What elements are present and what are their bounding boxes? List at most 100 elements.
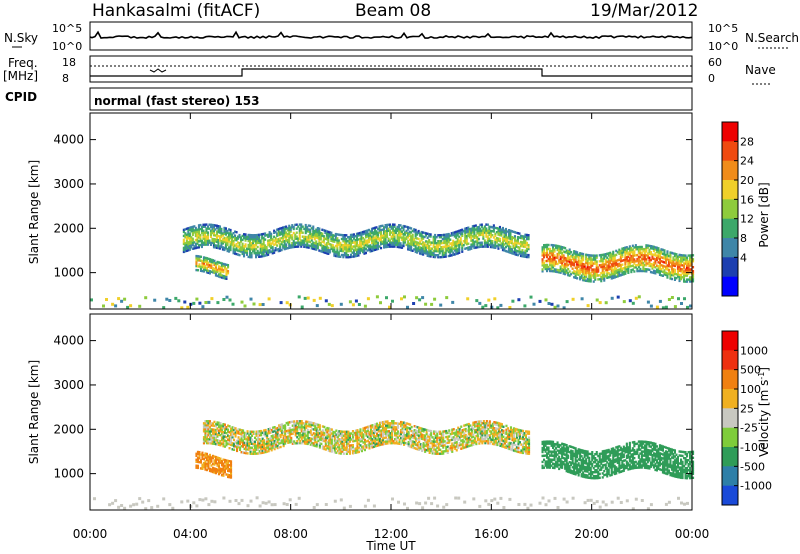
echo-cell (414, 230, 417, 234)
echo-cell (417, 247, 420, 251)
echo-cell (191, 241, 194, 244)
echo-cell (342, 438, 345, 441)
echo-cell (283, 239, 286, 243)
echo-cell (507, 229, 510, 232)
echo-cell (270, 244, 273, 247)
echo-cell (399, 242, 402, 245)
echo-cell (657, 255, 660, 258)
echo-cell (273, 429, 276, 433)
echo-cell (218, 247, 221, 250)
echo-cell (423, 245, 426, 249)
echo-cell (260, 439, 263, 443)
echo-cell (214, 432, 217, 436)
nsky-tick-bottom: 10^0 (52, 40, 82, 53)
echo-cell (379, 437, 382, 441)
echo-cell (601, 273, 604, 276)
echo-cell (628, 247, 631, 250)
echo-cell (213, 438, 216, 441)
echo-cell (275, 441, 278, 444)
echo-cell (342, 255, 345, 259)
echo-cell (564, 250, 567, 254)
echo-cell (270, 441, 273, 444)
echo-cell (386, 440, 389, 443)
echo-cell (550, 257, 553, 261)
echo-cell (422, 231, 425, 234)
echo-cell (428, 437, 431, 440)
echo-cell (250, 242, 253, 245)
echo-cell (240, 435, 243, 438)
echo-cell (458, 436, 461, 439)
echo-cell (318, 229, 321, 232)
echo-cell (455, 433, 458, 436)
echo-cell (686, 305, 689, 309)
echo-cell (111, 302, 115, 306)
echo-cell (208, 428, 211, 431)
echo-cell (475, 430, 478, 434)
echo-cell (380, 228, 383, 232)
echo-cell (207, 300, 211, 304)
echo-cell (283, 247, 286, 251)
echo-cell (305, 426, 308, 429)
echo-cell (267, 449, 270, 453)
echo-cell (672, 270, 675, 273)
echo-cell (290, 438, 293, 442)
echo-cell (389, 239, 392, 242)
echo-cell (333, 451, 336, 454)
echo-cell (243, 249, 246, 252)
echo-cell (672, 268, 675, 271)
echo-cell (240, 300, 244, 304)
echo-cell (385, 420, 388, 423)
echo-cell (214, 224, 217, 227)
echo-cell (348, 235, 351, 239)
echo-cell (276, 240, 279, 243)
echo-cell (292, 243, 295, 247)
echo-cell (193, 245, 196, 248)
echo-cell (481, 436, 484, 439)
echo-cell (436, 442, 439, 445)
echo-cell (582, 254, 585, 258)
echo-cell (193, 241, 196, 244)
echo-cell (492, 236, 495, 239)
echo-cell (666, 272, 669, 275)
nsearch-tick-bottom: 10^0 (708, 40, 738, 53)
echo-cell (444, 255, 447, 258)
echo-cell (182, 250, 185, 254)
echo-cell (290, 430, 293, 434)
echo-cell (479, 430, 482, 433)
echo-cell (686, 274, 689, 277)
echo-cell (283, 235, 286, 239)
echo-cell (651, 257, 654, 260)
echo-cell (243, 304, 247, 308)
echo-cell (270, 447, 273, 450)
echo-cell (455, 252, 458, 256)
echo-cell (261, 247, 264, 250)
echo-cell (333, 248, 336, 251)
echo-cell (296, 422, 299, 425)
echo-cell (407, 248, 410, 251)
echo-cell (445, 429, 448, 433)
echo-cell (282, 234, 285, 237)
echo-cell (384, 237, 387, 241)
echo-cell (507, 247, 510, 250)
echo-cell (604, 263, 607, 266)
echo-cell (366, 245, 369, 248)
echo-cell (366, 235, 369, 238)
echo-cell (259, 243, 262, 246)
echo-cell (613, 268, 616, 271)
echo-cell (247, 235, 250, 239)
echo-cell (481, 305, 485, 309)
echo-cell (342, 444, 345, 447)
echo-cell (660, 256, 663, 259)
echo-cell (363, 444, 366, 448)
echo-cell (610, 273, 613, 276)
echo-cell (342, 253, 345, 257)
echo-cell (612, 270, 615, 274)
echo-cell (400, 436, 403, 440)
echo-cell (281, 427, 284, 430)
echo-cell (628, 299, 632, 303)
echo-cell (446, 445, 449, 448)
echo-cell (409, 423, 412, 426)
echo-cell (184, 248, 187, 251)
echo-cell (677, 297, 680, 301)
echo-cell (660, 248, 663, 251)
